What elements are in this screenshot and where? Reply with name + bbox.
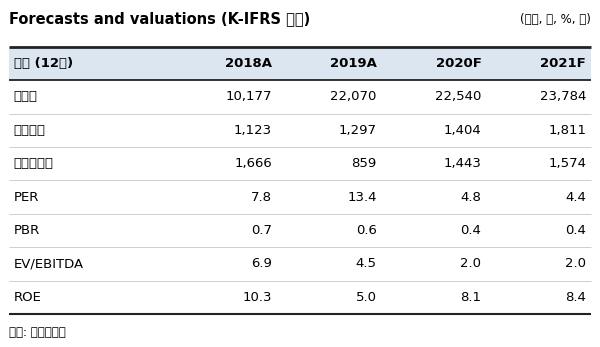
Text: 8.4: 8.4 — [565, 291, 586, 304]
Text: 0.7: 0.7 — [251, 224, 272, 237]
Text: 1,404: 1,404 — [443, 124, 481, 137]
Text: 1,443: 1,443 — [443, 157, 481, 170]
Text: 영업이익: 영업이익 — [14, 124, 46, 137]
Text: 2.0: 2.0 — [565, 257, 586, 270]
Text: 1,574: 1,574 — [548, 157, 586, 170]
Text: 7.8: 7.8 — [251, 191, 272, 204]
Text: 6.9: 6.9 — [251, 257, 272, 270]
Text: PBR: PBR — [14, 224, 40, 237]
Text: 결산 (12월): 결산 (12월) — [14, 57, 73, 70]
Text: 2.0: 2.0 — [460, 257, 481, 270]
Text: 2019A: 2019A — [330, 57, 377, 70]
Text: 매출액: 매출액 — [14, 91, 38, 103]
Text: 1,297: 1,297 — [338, 124, 377, 137]
Text: 10,177: 10,177 — [226, 91, 272, 103]
Text: 22,540: 22,540 — [435, 91, 481, 103]
Text: 2018A: 2018A — [225, 57, 272, 70]
Text: 4.8: 4.8 — [461, 191, 481, 204]
Text: 1,666: 1,666 — [234, 157, 272, 170]
Text: 5.0: 5.0 — [356, 291, 377, 304]
Text: 2021F: 2021F — [541, 57, 586, 70]
Text: 자료: 유안타증권: 자료: 유안타증권 — [9, 326, 66, 339]
Text: ROE: ROE — [14, 291, 41, 304]
Text: 8.1: 8.1 — [460, 291, 481, 304]
Text: 10.3: 10.3 — [242, 291, 272, 304]
Text: 22,070: 22,070 — [331, 91, 377, 103]
Text: 1,123: 1,123 — [234, 124, 272, 137]
Text: PER: PER — [14, 191, 39, 204]
Text: 23,784: 23,784 — [540, 91, 586, 103]
Text: 지배순이익: 지배순이익 — [14, 157, 54, 170]
Text: 13.4: 13.4 — [347, 191, 377, 204]
Text: 859: 859 — [352, 157, 377, 170]
Text: 2020F: 2020F — [436, 57, 481, 70]
Text: (억원, 원, %, 배): (억원, 원, %, 배) — [520, 12, 591, 26]
Text: 0.4: 0.4 — [461, 224, 481, 237]
Bar — [9, 47, 591, 80]
Text: 4.4: 4.4 — [565, 191, 586, 204]
Text: 0.6: 0.6 — [356, 224, 377, 237]
Text: 4.5: 4.5 — [356, 257, 377, 270]
Text: Forecasts and valuations (K-IFRS 연결): Forecasts and valuations (K-IFRS 연결) — [9, 11, 310, 27]
Text: 1,811: 1,811 — [548, 124, 586, 137]
Text: EV/EBITDA: EV/EBITDA — [14, 257, 84, 270]
Text: 0.4: 0.4 — [565, 224, 586, 237]
